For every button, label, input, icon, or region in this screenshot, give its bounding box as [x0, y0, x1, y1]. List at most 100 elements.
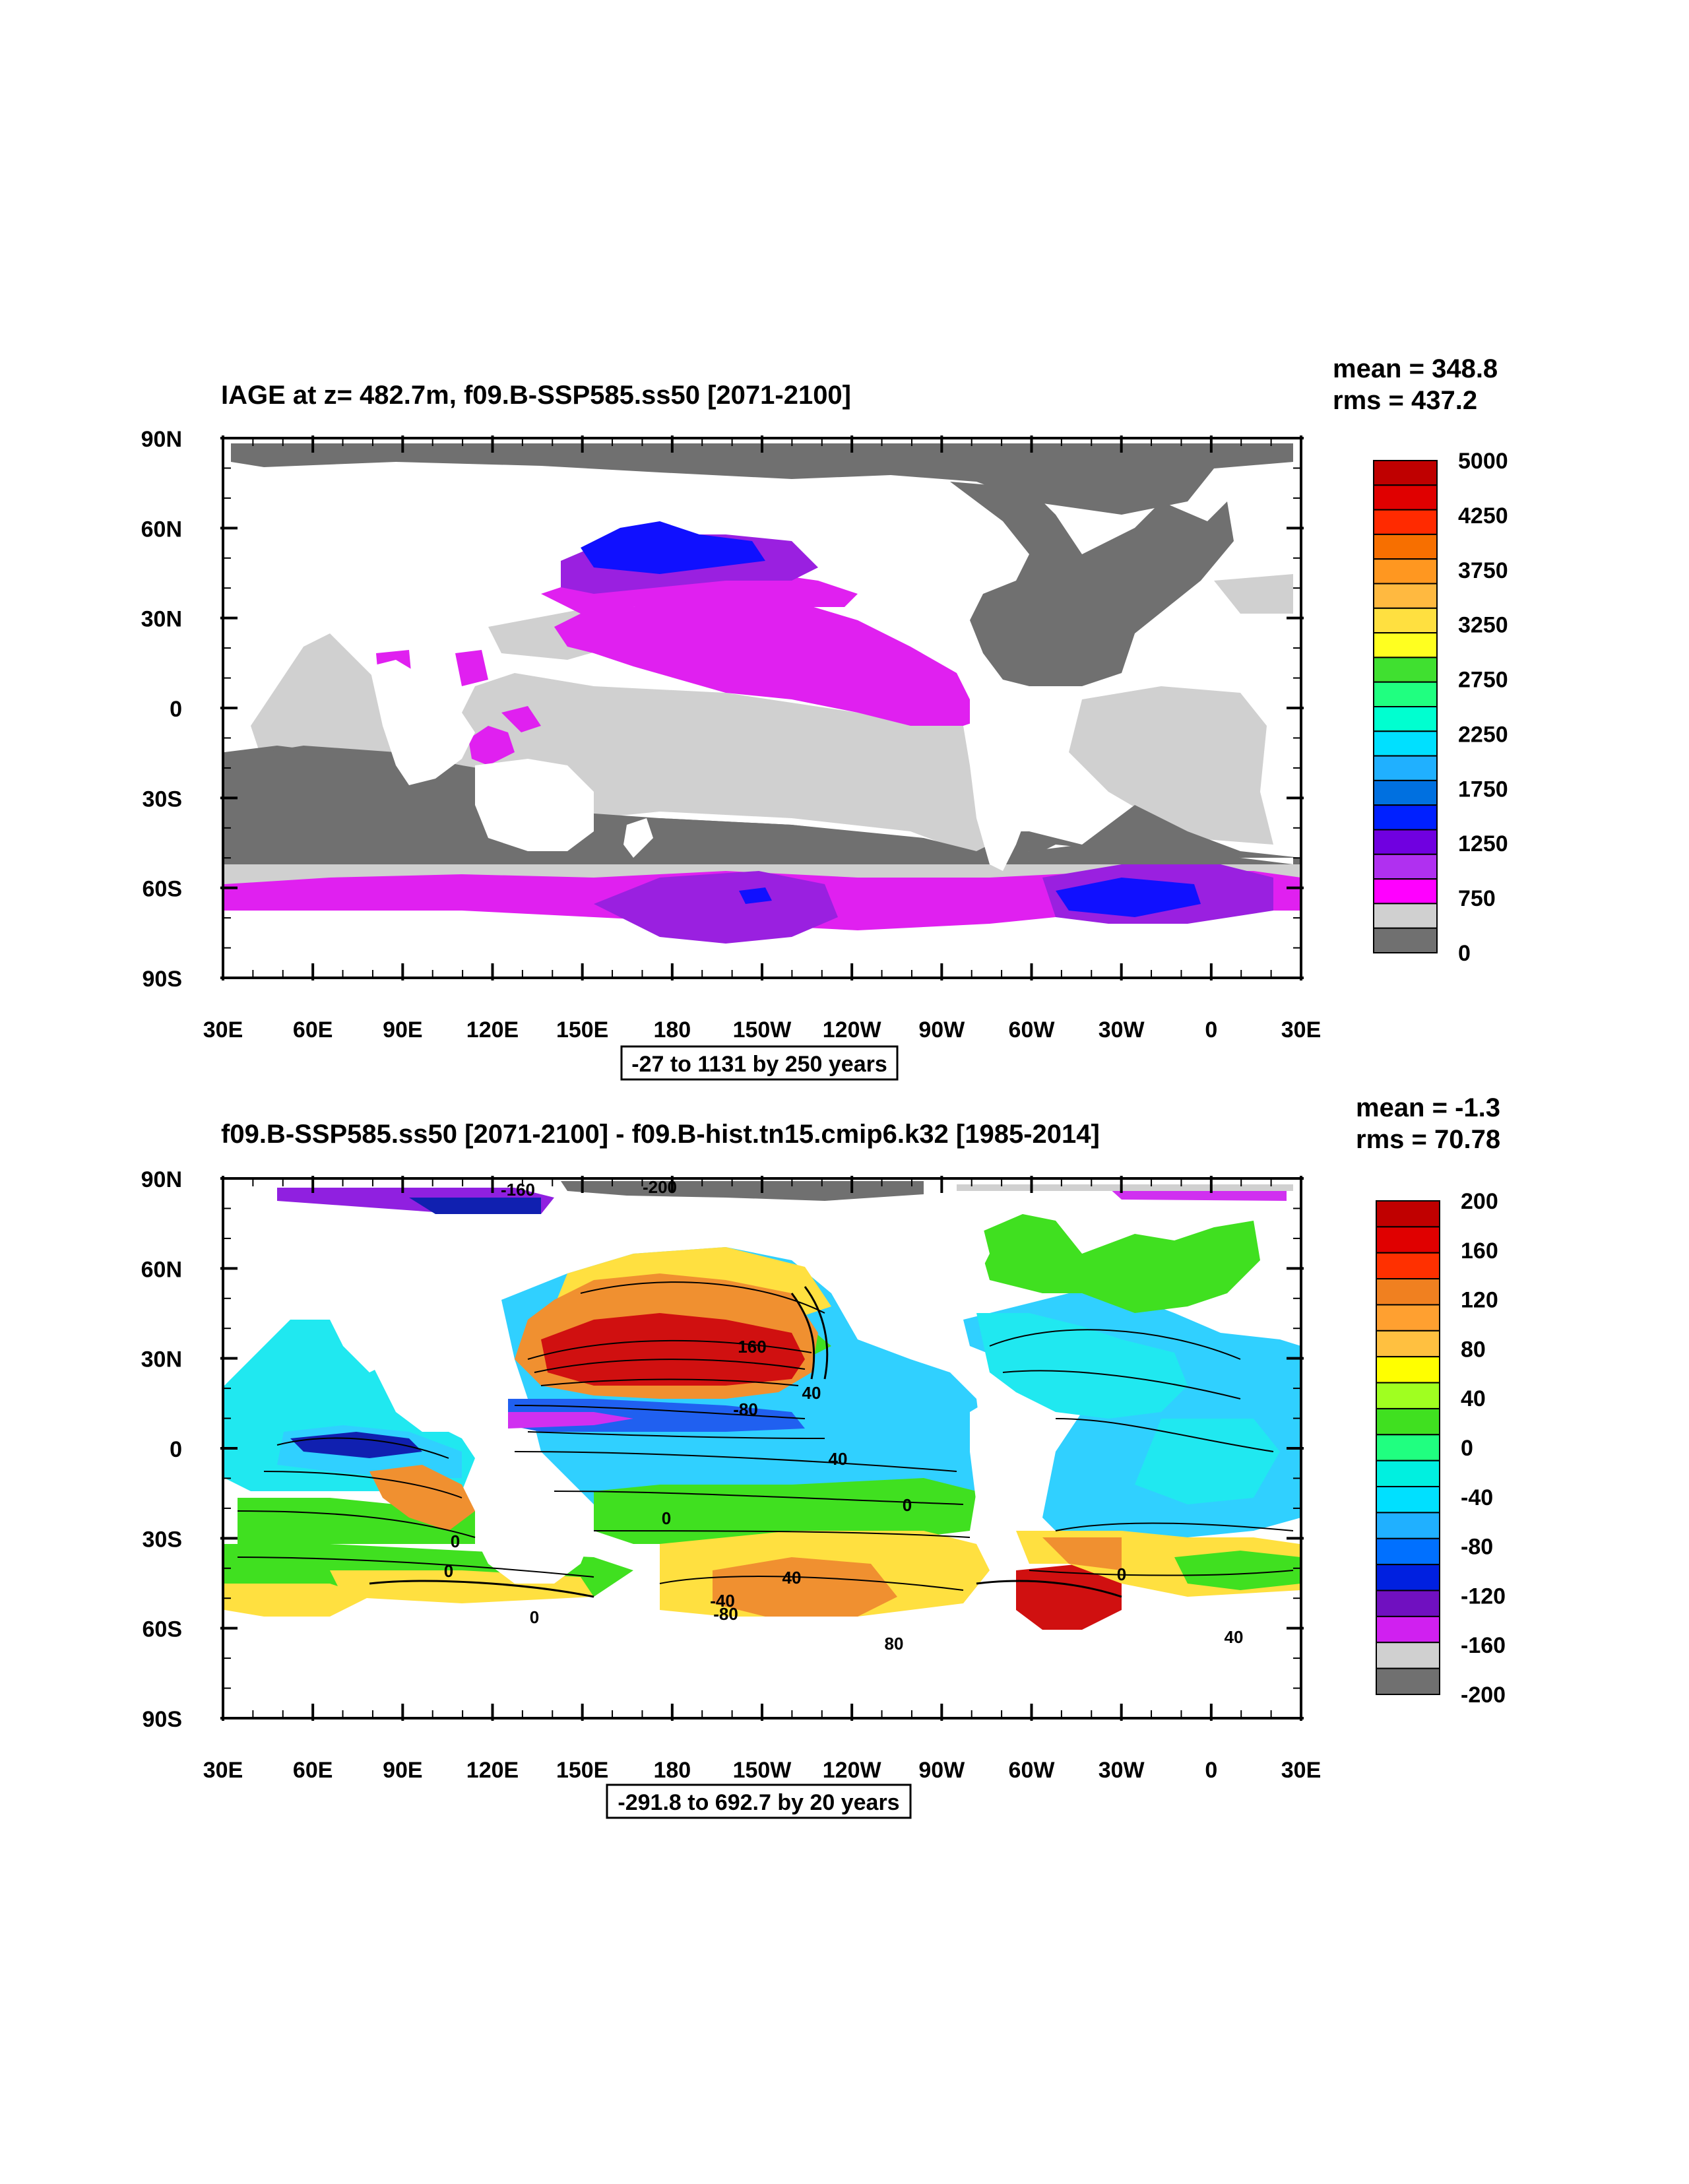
- colorbar-label: 0: [1461, 1436, 1473, 1461]
- colorbar-label: 1750: [1458, 777, 1508, 802]
- lat-label: 60N: [141, 517, 182, 542]
- lat-label: 0: [170, 1437, 182, 1462]
- contour-label: 40: [782, 1568, 802, 1588]
- colorbar-label: 3750: [1458, 558, 1508, 583]
- colorbar-swatch: [1373, 755, 1438, 781]
- colorbar-swatch: [1376, 1304, 1440, 1332]
- panel-2-range-label: -291.8 to 692.7 by 20 years: [618, 1790, 899, 1815]
- panel-1-lat-labels: 90N 60N 30N 0 30S 60S 90S: [141, 427, 182, 992]
- colorbar-swatch: [1373, 607, 1438, 634]
- colorbar-swatch: [1373, 829, 1438, 855]
- colorbar-swatch: [1373, 632, 1438, 658]
- panel-1-colorbar: 5000 4250 3750 3250 2750 2250 1750 1250 750 0: [1373, 449, 1508, 966]
- panel-2-ticks: [220, 1176, 1304, 1721]
- contour-label: 0: [530, 1607, 539, 1627]
- lon-label: 60W: [1009, 1758, 1056, 1783]
- panel-1-map: [223, 438, 1301, 978]
- colorbar-label: 0: [1458, 941, 1471, 966]
- colorbar-swatch: [1376, 1512, 1440, 1539]
- colorbar-label: 200: [1461, 1189, 1498, 1214]
- contour-label: 0: [662, 1508, 671, 1528]
- lat-label: 90N: [141, 427, 182, 452]
- colorbar-swatch: [1373, 509, 1438, 535]
- colorbar-swatch: [1376, 1642, 1440, 1669]
- lon-label: 150E: [556, 1758, 608, 1783]
- panel-2-lat-labels: 90N 60N 30N 0 30S 60S 90S: [141, 1167, 182, 1732]
- contour-label: 0: [1117, 1564, 1126, 1584]
- contour-label: 0: [903, 1495, 912, 1515]
- colorbar-label: -200: [1461, 1683, 1506, 1708]
- lat-label: 30N: [141, 607, 182, 632]
- lon-label: 90E: [383, 1758, 423, 1783]
- colorbar-swatch: [1376, 1615, 1440, 1644]
- lon-label: 30W: [1099, 1758, 1145, 1783]
- panel-2-rms: rms = 70.78: [1356, 1125, 1500, 1154]
- colorbar-label: 5000: [1458, 449, 1508, 474]
- colorbar-swatch: [1376, 1486, 1440, 1514]
- colorbar-swatch: [1376, 1434, 1440, 1461]
- colorbar-swatch: [1373, 484, 1438, 511]
- panel-2-mean: mean = -1.3: [1356, 1093, 1500, 1122]
- colorbar-swatch: [1373, 681, 1438, 707]
- lon-label: 30W: [1099, 1017, 1145, 1043]
- lon-label: 180: [653, 1017, 691, 1043]
- lat-label: 90N: [141, 1167, 182, 1192]
- colorbar-label: 80: [1461, 1337, 1486, 1362]
- lon-label: 90W: [918, 1758, 965, 1783]
- panel-1-range-box: [620, 1045, 899, 1081]
- lon-label: 30E: [1281, 1017, 1322, 1043]
- contour-label: 80: [885, 1634, 904, 1654]
- panel-2-colorbar: 200 160 120 80 40 0 -40 -80 -120 -160 -200: [1376, 1189, 1506, 1708]
- contour-label: -40: [710, 1591, 735, 1611]
- panel-1-mean: mean = 348.8: [1333, 354, 1498, 383]
- contour-label: 0: [444, 1561, 453, 1581]
- colorbar-swatch: [1376, 1460, 1440, 1488]
- lat-label: 60N: [141, 1257, 182, 1282]
- lat-label: 30S: [143, 787, 183, 812]
- colorbar-swatch: [1376, 1407, 1440, 1436]
- colorbar-label: 40: [1461, 1386, 1486, 1411]
- colorbar-swatch: [1373, 903, 1438, 929]
- colorbar-swatch: [1373, 558, 1438, 585]
- panel-1: IAGE at z= 482.7m, f09.B-SSP585.ss50 [20…: [141, 354, 1508, 1081]
- colorbar-label: 2250: [1458, 722, 1508, 747]
- colorbar-swatch: [1373, 878, 1438, 905]
- colorbar-label: 4250: [1458, 503, 1508, 529]
- contour-label: -80: [713, 1604, 738, 1624]
- colorbar-swatch: [1373, 730, 1438, 757]
- lat-label: 0: [170, 697, 182, 722]
- lon-label: 60E: [293, 1758, 333, 1783]
- contour-label: 40: [802, 1383, 821, 1403]
- colorbar-swatch: [1376, 1252, 1440, 1280]
- lon-label: 30E: [203, 1758, 243, 1783]
- colorbar-label: 1250: [1458, 831, 1508, 856]
- colorbar-swatch: [1376, 1226, 1440, 1254]
- panel-1-range-label: -27 to 1131 by 250 years: [631, 1052, 887, 1077]
- colorbar-swatch: [1373, 706, 1438, 732]
- colorbar-swatch: [1376, 1537, 1440, 1566]
- colorbar-label: 750: [1458, 886, 1496, 911]
- lat-label: 60S: [143, 877, 183, 902]
- lat-label: 60S: [143, 1617, 183, 1642]
- colorbar-swatch: [1376, 1278, 1440, 1306]
- colorbar-swatch: [1373, 779, 1438, 806]
- contour-label: 160: [738, 1337, 766, 1357]
- lon-label: 90W: [918, 1017, 965, 1043]
- lat-label: 90S: [143, 1707, 183, 1732]
- panel-2-title: f09.B-SSP585.ss50 [2071-2100] - f09.B-hi…: [221, 1120, 1100, 1149]
- lon-label: 60W: [1009, 1017, 1056, 1043]
- colorbar-swatch: [1376, 1667, 1440, 1696]
- colorbar-swatch: [1373, 853, 1438, 880]
- lon-label: 150W: [733, 1758, 792, 1783]
- lon-label: 150W: [733, 1017, 792, 1043]
- panel-2-range-box: [606, 1783, 912, 1819]
- colorbar-swatch: [1376, 1382, 1440, 1409]
- colorbar-label: 2750: [1458, 668, 1508, 693]
- lon-label: 90E: [383, 1017, 423, 1043]
- lon-label: 30E: [1281, 1758, 1322, 1783]
- colorbar-swatch: [1373, 583, 1438, 609]
- panel-1-lon-labels: 30E 60E 90E 120E 150E 180 150W 120W 90W 60W 30W 0 30…: [203, 1017, 1322, 1043]
- lon-label: 120W: [823, 1017, 882, 1043]
